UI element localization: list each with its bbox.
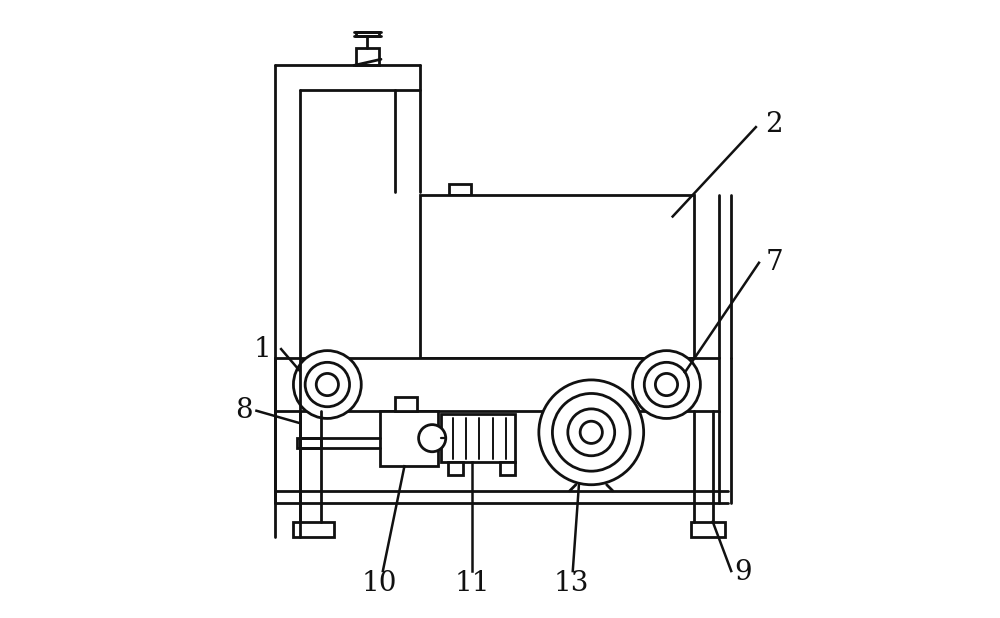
Circle shape [568, 409, 615, 455]
Bar [691, 522, 725, 537]
Text: 8: 8 [235, 397, 253, 424]
Bar [297, 439, 321, 447]
Bar [380, 411, 438, 466]
Text: 13: 13 [553, 570, 589, 597]
Circle shape [633, 350, 700, 418]
Circle shape [552, 394, 630, 471]
Bar [441, 415, 515, 462]
Bar [500, 462, 515, 475]
Text: 2: 2 [766, 111, 783, 138]
Bar [448, 462, 463, 475]
Circle shape [539, 380, 644, 485]
Circle shape [316, 373, 338, 396]
Circle shape [293, 350, 361, 418]
Circle shape [305, 362, 350, 407]
Bar [395, 397, 417, 411]
Bar [356, 48, 379, 66]
Circle shape [419, 425, 446, 452]
Circle shape [655, 373, 678, 396]
Text: 1: 1 [254, 336, 271, 363]
Circle shape [580, 421, 602, 444]
Bar [275, 358, 719, 411]
Bar [356, 32, 379, 36]
Text: 11: 11 [455, 570, 490, 597]
Text: 7: 7 [766, 249, 783, 276]
Bar [293, 522, 334, 537]
Text: 10: 10 [362, 570, 398, 597]
Bar [449, 184, 471, 195]
Text: 9: 9 [735, 559, 752, 586]
Bar [420, 195, 694, 358]
Circle shape [644, 362, 689, 407]
